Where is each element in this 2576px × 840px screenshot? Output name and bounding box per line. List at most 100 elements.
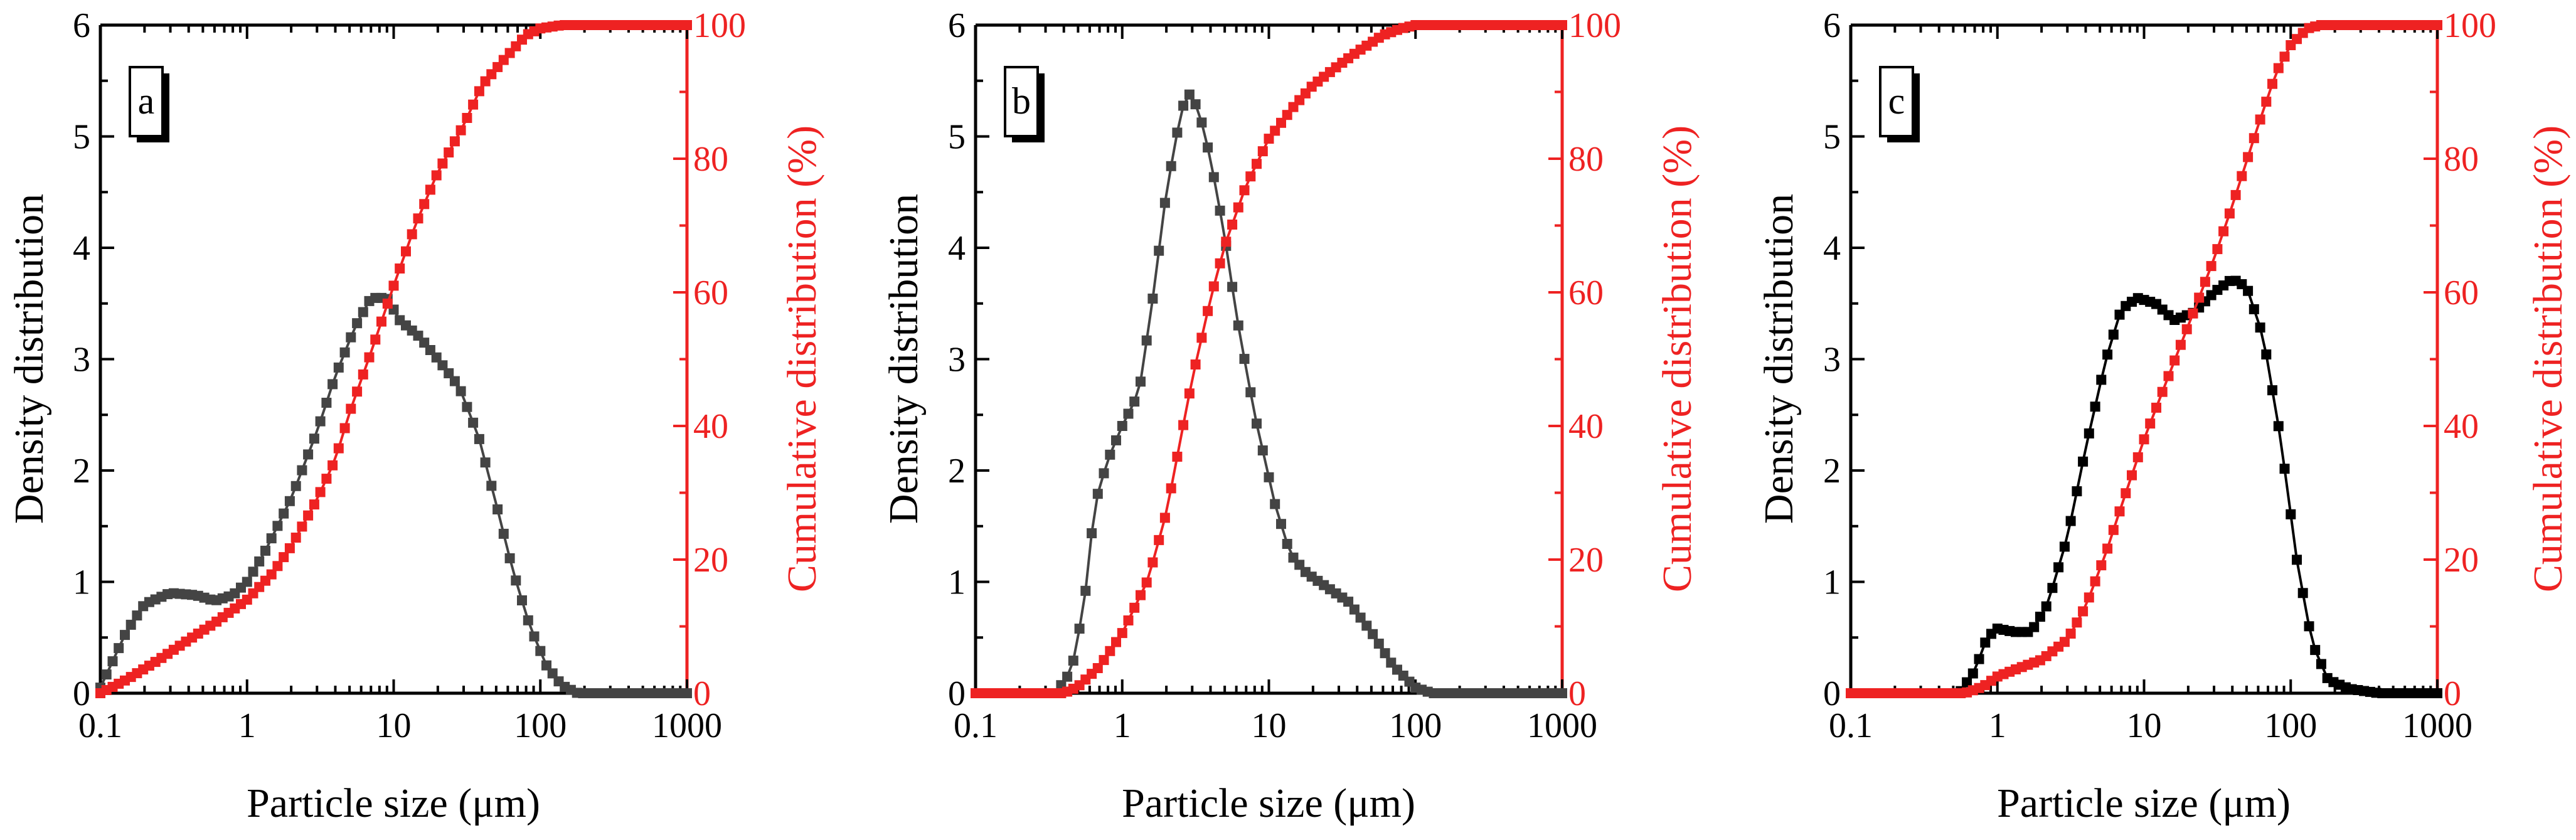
density-marker bbox=[1349, 604, 1360, 615]
cumulative-marker bbox=[321, 474, 332, 484]
density-marker bbox=[2065, 516, 2076, 526]
cumulative-marker bbox=[339, 423, 350, 433]
y-tick-label: 1 bbox=[948, 563, 966, 602]
density-marker bbox=[462, 401, 472, 412]
density-marker bbox=[1141, 335, 1152, 346]
x-tick-label: 1 bbox=[238, 706, 256, 745]
panel-label: c bbox=[1888, 80, 1905, 122]
cumulative-marker bbox=[2267, 78, 2277, 89]
density-marker bbox=[1245, 387, 1256, 398]
cumulative-marker bbox=[1147, 557, 1158, 568]
density-marker bbox=[1111, 435, 1121, 445]
y-axis-title: Density distribution bbox=[881, 194, 927, 524]
density-marker bbox=[120, 630, 130, 641]
x-tick-label: 1 bbox=[1114, 706, 1131, 745]
density-marker bbox=[2286, 509, 2296, 519]
x-axis-title: Particle size (μm) bbox=[1997, 780, 2291, 826]
cumulative-marker bbox=[1239, 185, 1250, 196]
density-marker bbox=[2029, 622, 2040, 632]
series-density bbox=[1846, 275, 2442, 698]
density-marker bbox=[125, 619, 136, 630]
density-marker bbox=[1980, 637, 1991, 648]
cumulative-marker bbox=[1557, 20, 1567, 30]
cumulative-marker bbox=[1245, 171, 1256, 182]
density-marker bbox=[1166, 161, 1176, 171]
cumulative-marker bbox=[1196, 332, 1207, 343]
cumulative-marker bbox=[2243, 152, 2254, 162]
cumulative-marker bbox=[1141, 577, 1152, 588]
cumulative-marker bbox=[1184, 388, 1195, 399]
density-marker bbox=[1962, 677, 1972, 688]
y2-tick-label: 100 bbox=[2444, 6, 2496, 45]
cumulative-marker bbox=[303, 510, 314, 521]
cumulative-marker bbox=[1111, 637, 1121, 647]
cumulative-marker bbox=[309, 499, 319, 510]
y2-tick-label: 80 bbox=[1568, 140, 1604, 179]
density-marker bbox=[2108, 329, 2119, 340]
y2-tick-label: 40 bbox=[1568, 407, 1604, 446]
cumulative-marker bbox=[376, 316, 386, 327]
density-marker bbox=[1368, 629, 1378, 639]
cumulative-marker bbox=[333, 443, 344, 454]
cumulative-marker bbox=[1227, 220, 1238, 230]
density-marker bbox=[455, 386, 466, 396]
density-marker bbox=[309, 433, 319, 444]
cumulative-marker bbox=[2432, 20, 2442, 30]
cumulative-marker bbox=[1203, 306, 1213, 316]
x-tick-label: 100 bbox=[1389, 706, 1442, 745]
cumulative-marker bbox=[1233, 202, 1243, 213]
cumulative-marker bbox=[272, 561, 283, 572]
x-tick-label: 1000 bbox=[652, 706, 722, 745]
cumulative-marker bbox=[315, 487, 326, 497]
density-marker bbox=[480, 457, 491, 468]
cumulative-marker bbox=[2121, 488, 2131, 499]
y2-axis-title: Cumulative distribution (%) bbox=[1654, 125, 1700, 592]
cumulative-marker bbox=[2200, 277, 2210, 287]
density-marker bbox=[2053, 562, 2064, 573]
density-marker bbox=[2035, 612, 2045, 622]
y2-tick-label: 20 bbox=[2444, 541, 2479, 580]
y-tick-label: 0 bbox=[948, 674, 966, 713]
density-marker bbox=[1105, 449, 1115, 460]
y-tick-label: 3 bbox=[73, 341, 90, 380]
density-marker bbox=[1190, 99, 1201, 110]
x-tick-label: 0.1 bbox=[78, 706, 122, 745]
density-marker bbox=[492, 504, 503, 514]
x-tick-label: 10 bbox=[376, 706, 412, 745]
y2-tick-label: 80 bbox=[693, 140, 728, 179]
series-cumulative bbox=[95, 20, 692, 698]
density-marker bbox=[1270, 499, 1280, 509]
y2-tick-label: 20 bbox=[693, 541, 728, 580]
cumulative-marker bbox=[2145, 418, 2156, 429]
x-tick-label: 100 bbox=[2264, 706, 2317, 745]
cumulative-marker bbox=[382, 299, 393, 309]
density-marker bbox=[2059, 541, 2070, 552]
y2-axis-title: Cumulative distribution (%) bbox=[2525, 125, 2571, 592]
cumulative-marker bbox=[358, 369, 368, 380]
panel-label: b bbox=[1012, 80, 1031, 122]
density-marker bbox=[511, 575, 521, 586]
cumulative-marker bbox=[407, 229, 417, 240]
density-marker bbox=[535, 646, 546, 656]
cumulative-marker bbox=[1172, 452, 1183, 462]
density-line bbox=[976, 92, 1562, 694]
density-marker bbox=[1967, 668, 1978, 679]
cumulative-marker bbox=[2237, 171, 2247, 181]
density-marker bbox=[1239, 354, 1250, 364]
cumulative-marker bbox=[2114, 506, 2125, 517]
density-marker bbox=[1154, 245, 1164, 256]
cumulative-marker bbox=[2206, 261, 2217, 272]
cumulative-marker bbox=[1208, 281, 1219, 292]
cumulative-marker bbox=[468, 99, 479, 110]
density-marker bbox=[254, 556, 265, 566]
density-marker bbox=[266, 533, 277, 544]
density-marker bbox=[2072, 486, 2082, 497]
cumulative-marker bbox=[2163, 371, 2174, 381]
y-tick-label: 0 bbox=[1823, 674, 1841, 713]
y-tick-label: 5 bbox=[1823, 118, 1841, 157]
density-marker bbox=[321, 398, 332, 408]
